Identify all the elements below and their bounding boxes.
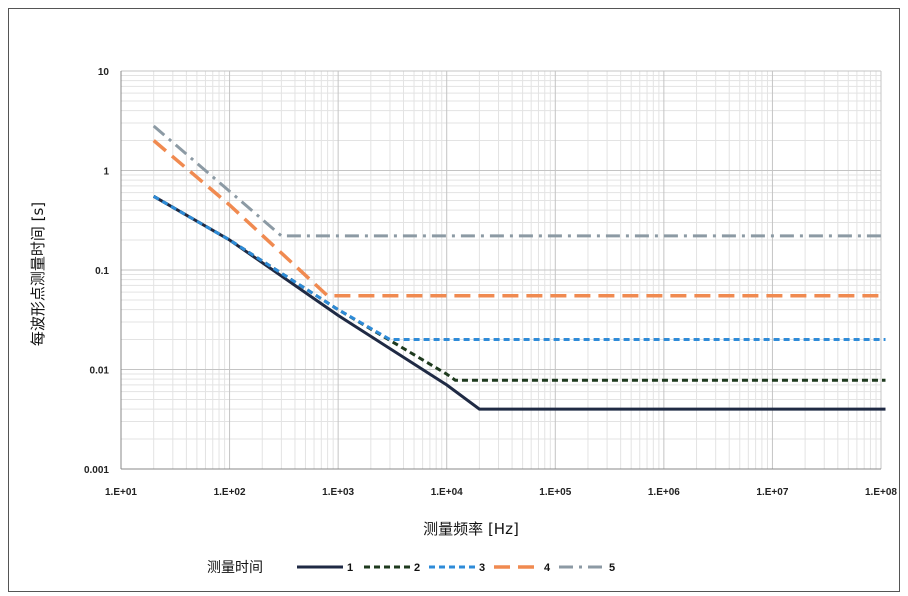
legend-label-4: 4 — [544, 562, 551, 574]
x-tick-label: 1.E+06 — [648, 487, 680, 498]
legend-label-5: 5 — [609, 562, 615, 574]
x-tick-label: 1.E+01 — [105, 487, 137, 498]
y-tick-label: 10 — [98, 67, 110, 78]
x-tick-label: 1.E+05 — [539, 487, 571, 498]
legend: 测量时间 1 2 3 4 5 — [207, 560, 615, 576]
y-tick-label: 1 — [103, 167, 109, 178]
y-tick-label: 0.1 — [95, 266, 109, 277]
chart: 1.E+01 1.E+02 1.E+03 1.E+04 1.E+05 1.E+06 1.E+… — [29, 67, 897, 576]
legend-label-3: 3 — [479, 562, 485, 574]
x-axis-label: 测量频率 [Hz] — [423, 520, 519, 538]
y-tick-label: 0.001 — [84, 465, 109, 476]
series-line-2 — [152, 195, 886, 382]
legend-label-1: 1 — [347, 562, 353, 574]
y-tick-label: 0.01 — [90, 366, 110, 377]
axes — [120, 71, 881, 470]
series-line-1 — [152, 195, 886, 411]
x-tick-label: 1.E+03 — [322, 487, 354, 498]
tick-labels: 1.E+01 1.E+02 1.E+03 1.E+04 1.E+05 1.E+06 1.E+… — [84, 67, 897, 498]
legend-label-2: 2 — [414, 562, 420, 574]
legend-title: 测量时间 — [207, 560, 263, 576]
y-axis-label: 每波形点测量时间 [s] — [29, 202, 47, 346]
series-line-4 — [152, 139, 886, 298]
series-line-3 — [152, 195, 886, 341]
x-tick-label: 1.E+08 — [865, 487, 897, 498]
x-tick-label: 1.E+07 — [756, 487, 788, 498]
series-lines — [152, 124, 886, 411]
x-tick-label: 1.E+04 — [431, 487, 463, 498]
x-tick-label: 1.E+02 — [214, 487, 246, 498]
chart-frame: 1.E+01 1.E+02 1.E+03 1.E+04 1.E+05 1.E+06 1.E+… — [8, 8, 900, 592]
series-line-5 — [152, 124, 886, 238]
grid — [120, 70, 882, 470]
